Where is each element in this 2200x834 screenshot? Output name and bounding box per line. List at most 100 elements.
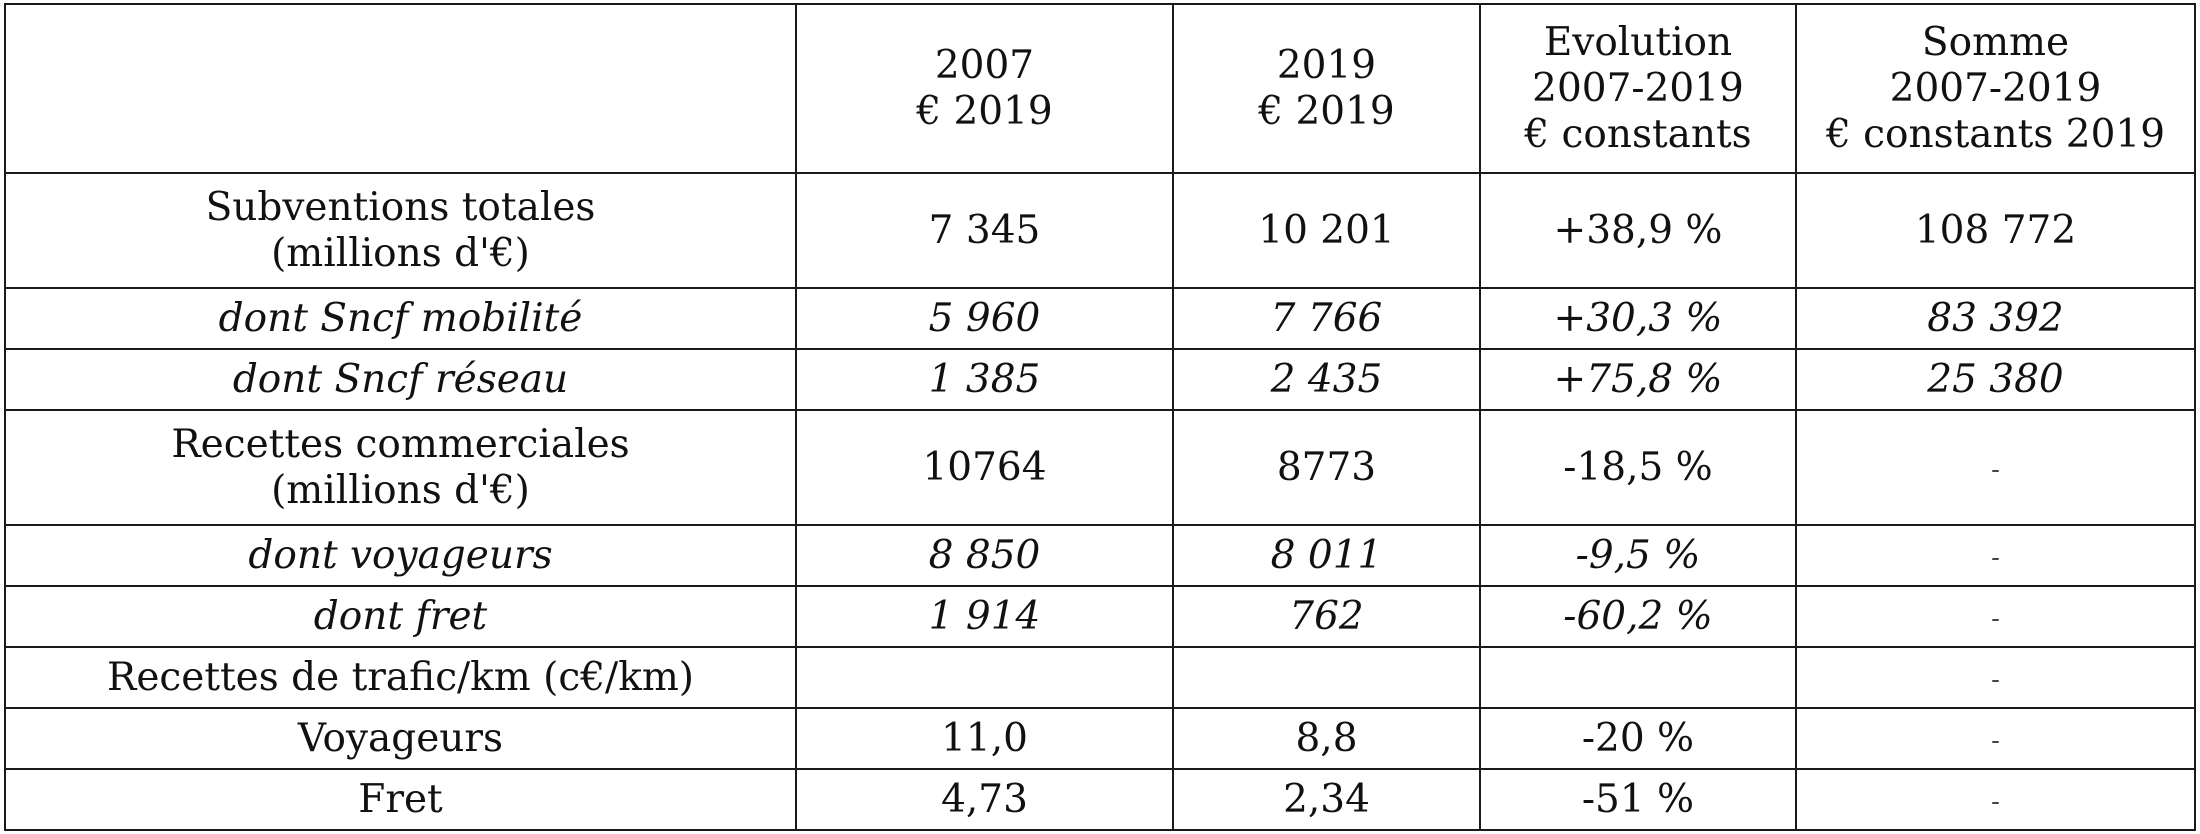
cell-value: 1 385 xyxy=(928,357,1041,402)
value-cell: 8773 xyxy=(1172,409,1481,526)
table-row: dont voyageurs 8 850 8 011 -9,5 % - xyxy=(4,524,2196,587)
value-cell: - xyxy=(1795,409,2196,526)
value-cell: -9,5 % xyxy=(1479,524,1797,587)
value-cell: 108 772 xyxy=(1795,172,2196,289)
value-cell: 762 xyxy=(1172,585,1481,648)
header-line: € constants 2019 xyxy=(1825,111,2166,157)
row-label-cell: Subventions totales (millions d'€) xyxy=(4,172,797,289)
value-cell: +38,9 % xyxy=(1479,172,1797,289)
row-label: Fret xyxy=(358,777,443,822)
header-line: 2007-2019 xyxy=(1889,65,2102,111)
cell-value: 25 380 xyxy=(1927,357,2064,402)
value-cell: 8 011 xyxy=(1172,524,1481,587)
value-cell: - xyxy=(1795,585,2196,648)
value-cell: +75,8 % xyxy=(1479,348,1797,411)
value-cell: 5 960 xyxy=(795,287,1174,350)
value-cell: - xyxy=(1795,707,2196,770)
table-body: 2007 € 2019 2019 € 2019 Evolution 2007-2… xyxy=(4,3,2196,831)
row-label-cell: Recettes commerciales (millions d'€) xyxy=(4,409,797,526)
value-cell: - xyxy=(1795,768,2196,831)
table-row: Voyageurs 11,0 8,8 -20 % - xyxy=(4,707,2196,770)
header-cell-somme: Somme 2007-2019 € constants 2019 xyxy=(1795,3,2196,174)
value-cell: 1 914 xyxy=(795,585,1174,648)
value-cell xyxy=(1172,646,1481,709)
value-cell: 2 435 xyxy=(1172,348,1481,411)
cell-value: 1 914 xyxy=(928,594,1041,639)
cell-value: -9,5 % xyxy=(1575,533,1701,578)
value-cell: 25 380 xyxy=(1795,348,2196,411)
cell-value: - xyxy=(1991,603,2000,634)
cell-value: - xyxy=(1991,542,2000,573)
table-row: Subventions totales (millions d'€) 7 345 10… xyxy=(4,172,2196,289)
value-cell: -18,5 % xyxy=(1479,409,1797,526)
cell-value: 4,73 xyxy=(941,777,1028,822)
cell-value: 11,0 xyxy=(941,716,1028,761)
value-cell: - xyxy=(1795,646,2196,709)
row-label-cell: dont voyageurs xyxy=(4,524,797,587)
cell-value: +75,8 % xyxy=(1553,357,1723,402)
cell-value: 2 435 xyxy=(1270,357,1383,402)
value-cell: -20 % xyxy=(1479,707,1797,770)
cell-value: 762 xyxy=(1289,594,1364,639)
cell-value: 10 201 xyxy=(1258,208,1395,253)
row-label: Recettes de trafic/km (c€/km) xyxy=(106,655,695,700)
header-cell-2019: 2019 € 2019 xyxy=(1172,3,1481,174)
value-cell: -51 % xyxy=(1479,768,1797,831)
cell-value: -60,2 % xyxy=(1563,594,1713,639)
row-label-cell: Recettes de trafic/km (c€/km) xyxy=(4,646,797,709)
subsidies-revenue-table: 2007 € 2019 2019 € 2019 Evolution 2007-2… xyxy=(4,3,2196,831)
header-line: 2007 xyxy=(934,42,1035,88)
cell-value: +30,3 % xyxy=(1553,296,1723,341)
cell-value: 8773 xyxy=(1276,445,1377,490)
row-label-cell: dont Sncf réseau xyxy=(4,348,797,411)
header-cell-2007: 2007 € 2019 xyxy=(795,3,1174,174)
table-row: dont Sncf réseau 1 385 2 435 +75,8 % 25 380 xyxy=(4,348,2196,411)
row-label-cell: Fret xyxy=(4,768,797,831)
cell-value: 5 960 xyxy=(928,296,1041,341)
header-line: 2007-2019 xyxy=(1532,65,1744,111)
cell-value: 7 345 xyxy=(928,208,1041,253)
value-cell: 8 850 xyxy=(795,524,1174,587)
cell-value: -51 % xyxy=(1581,777,1695,822)
table-row: dont Sncf mobilité 5 960 7 766 +30,3 % 83 39… xyxy=(4,287,2196,350)
row-label: dont fret xyxy=(313,594,488,639)
value-cell: 4,73 xyxy=(795,768,1174,831)
cell-value: 83 392 xyxy=(1927,296,2064,341)
cell-value: +38,9 % xyxy=(1553,208,1723,253)
value-cell: +30,3 % xyxy=(1479,287,1797,350)
value-cell xyxy=(1479,646,1797,709)
header-line: € 2019 xyxy=(1258,88,1395,134)
value-cell: 10 201 xyxy=(1172,172,1481,289)
cell-value: 8 850 xyxy=(928,533,1041,578)
row-label: (millions d'€) xyxy=(271,467,530,513)
cell-value: 8,8 xyxy=(1295,716,1358,761)
value-cell: 1 385 xyxy=(795,348,1174,411)
row-label-cell: dont fret xyxy=(4,585,797,648)
value-cell: 7 766 xyxy=(1172,287,1481,350)
header-line: Somme xyxy=(1921,19,2070,65)
row-label: (millions d'€) xyxy=(271,230,530,276)
row-label: dont Sncf mobilité xyxy=(218,296,583,341)
value-cell: 7 345 xyxy=(795,172,1174,289)
cell-value: 10764 xyxy=(922,445,1047,490)
cell-value: 7 766 xyxy=(1270,296,1383,341)
value-cell: - xyxy=(1795,524,2196,587)
row-label: dont voyageurs xyxy=(248,533,553,578)
value-cell: 83 392 xyxy=(1795,287,2196,350)
cell-value: - xyxy=(1991,664,2000,695)
table-row: Recettes commerciales (millions d'€) 10764… xyxy=(4,409,2196,526)
table-row: dont fret 1 914 762 -60,2 % - xyxy=(4,585,2196,648)
header-cell-evolution: Evolution 2007-2019 € constants xyxy=(1479,3,1797,174)
value-cell: 10764 xyxy=(795,409,1174,526)
header-line: € constants xyxy=(1524,111,1752,157)
row-label: Voyageurs xyxy=(297,716,504,761)
value-cell: -60,2 % xyxy=(1479,585,1797,648)
value-cell: 2,34 xyxy=(1172,768,1481,831)
cell-value: -20 % xyxy=(1581,716,1695,761)
row-label: Subventions totales xyxy=(205,184,596,230)
header-line: € 2019 xyxy=(916,88,1053,134)
cell-value: -18,5 % xyxy=(1563,445,1713,490)
header-line: 2019 xyxy=(1276,42,1377,88)
cell-value: 2,34 xyxy=(1283,777,1370,822)
cell-value: - xyxy=(1991,454,2000,485)
